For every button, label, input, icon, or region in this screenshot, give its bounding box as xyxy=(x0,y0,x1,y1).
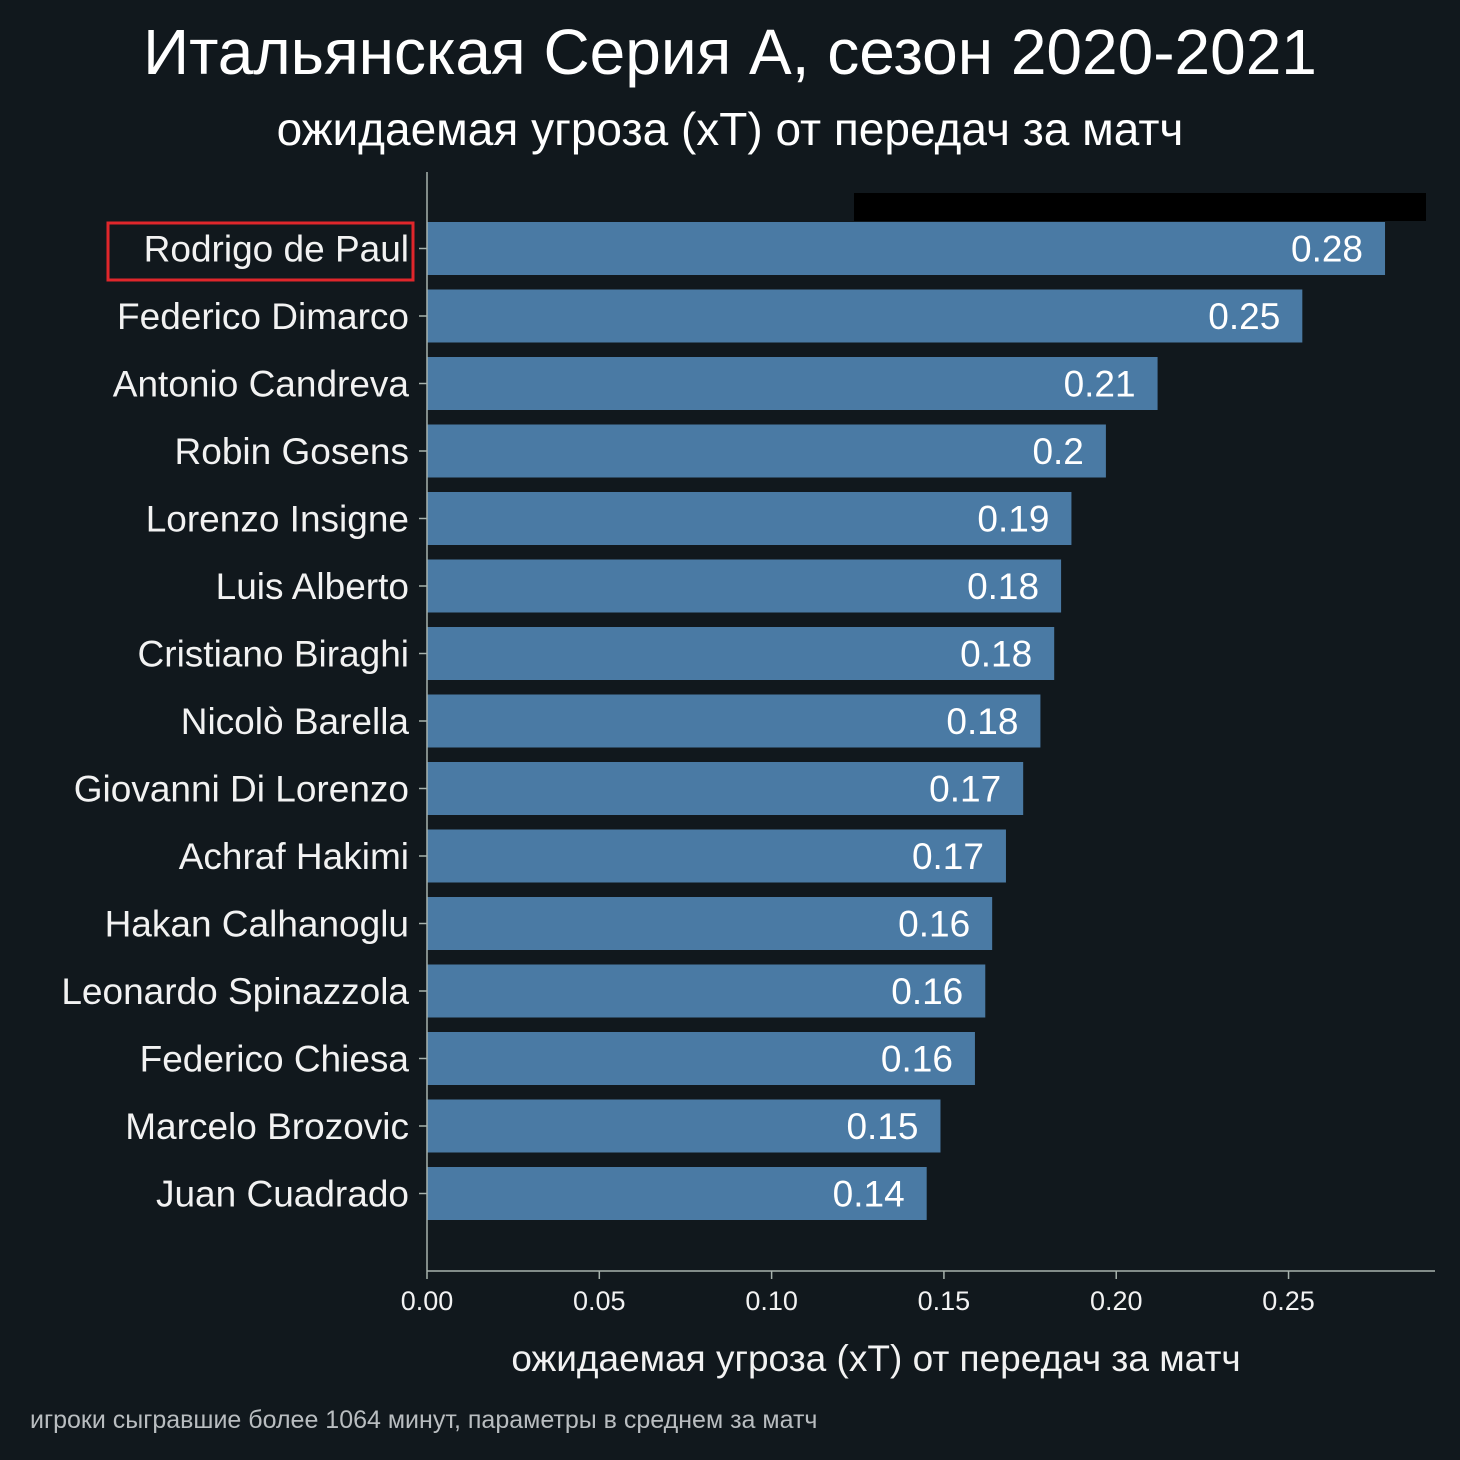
labels-layer: 0.28 Rodrigo de Paul 0.25 Federico Dimarco 0… xyxy=(61,221,1363,1215)
y-tick-label: Antonio Candreva xyxy=(113,364,410,405)
value-label: 0.18 xyxy=(967,566,1039,607)
y-tick-label: Giovanni Di Lorenzo xyxy=(74,769,409,810)
bar xyxy=(427,1099,941,1153)
value-label: 0.17 xyxy=(929,769,1001,810)
value-label: 0.17 xyxy=(912,836,984,877)
y-tick-label: Hakan Calhanoglu xyxy=(105,904,409,945)
bar xyxy=(427,222,1386,275)
value-label: 0.19 xyxy=(977,499,1049,540)
x-tick-label: 0.25 xyxy=(1262,1286,1315,1316)
bar xyxy=(427,1167,927,1220)
x-tick-label: 0.05 xyxy=(573,1286,626,1316)
y-tick-label: Marcelo Brozovic xyxy=(125,1106,409,1147)
bar xyxy=(427,829,1006,883)
x-tick-label: 0.15 xyxy=(918,1286,971,1316)
y-tick-label: Lorenzo Insigne xyxy=(146,499,409,540)
value-label: 0.16 xyxy=(898,904,970,945)
y-tick-label: Federico Chiesa xyxy=(140,1039,410,1080)
value-label: 0.16 xyxy=(891,971,963,1012)
bar xyxy=(427,357,1158,410)
chart-footnote: игроки сыгравшие более 1064 минут, парам… xyxy=(30,1406,818,1434)
bars-layer xyxy=(427,222,1386,1220)
y-tick-label: Robin Gosens xyxy=(175,431,409,472)
x-tick-label: 0.00 xyxy=(401,1286,454,1316)
bar xyxy=(427,289,1303,343)
y-tick-label: Luis Alberto xyxy=(216,566,409,607)
value-label: 0.16 xyxy=(881,1039,953,1080)
x-tick-label: 0.20 xyxy=(1090,1286,1143,1316)
y-tick-label: Juan Cuadrado xyxy=(156,1174,409,1215)
axis-layer: 0.00 0.05 0.10 0.15 0.20 0.25 xyxy=(401,172,1435,1316)
bar xyxy=(427,424,1106,478)
redacted-legend-box xyxy=(854,193,1426,221)
value-label: 0.18 xyxy=(946,701,1018,742)
value-label: 0.21 xyxy=(1064,364,1136,405)
value-label: 0.15 xyxy=(846,1106,918,1147)
bar xyxy=(427,1032,975,1085)
bar xyxy=(427,492,1072,545)
bar xyxy=(427,694,1041,748)
value-label: 0.25 xyxy=(1208,296,1280,337)
bar xyxy=(427,964,986,1018)
y-tick-label: Achraf Hakimi xyxy=(179,836,409,877)
y-tick-label: Cristiano Biraghi xyxy=(138,634,409,675)
y-tick-label: Nicolò Barella xyxy=(181,701,410,742)
value-label: 0.2 xyxy=(1032,431,1083,472)
y-tick-label: Federico Dimarco xyxy=(117,296,409,337)
bar xyxy=(427,559,1062,613)
bar xyxy=(427,762,1024,815)
x-axis-label: ожидаемая угроза (xT) от передач за матч xyxy=(511,1338,1240,1379)
y-tick-label: Leonardo Spinazzola xyxy=(61,971,409,1012)
value-label: 0.18 xyxy=(960,634,1032,675)
x-tick-label: 0.10 xyxy=(745,1286,798,1316)
highlight-box xyxy=(106,221,415,282)
value-label: 0.28 xyxy=(1291,229,1363,270)
chart-subtitle: ожидаемая угроза (xT) от передач за матч xyxy=(276,103,1184,155)
y-tick-label: Rodrigo de Paul xyxy=(144,229,409,270)
bar xyxy=(427,627,1055,680)
value-label: 0.14 xyxy=(833,1174,905,1215)
bar xyxy=(427,897,993,950)
chart-title: Итальянская Серия А, сезон 2020-2021 xyxy=(143,16,1317,88)
